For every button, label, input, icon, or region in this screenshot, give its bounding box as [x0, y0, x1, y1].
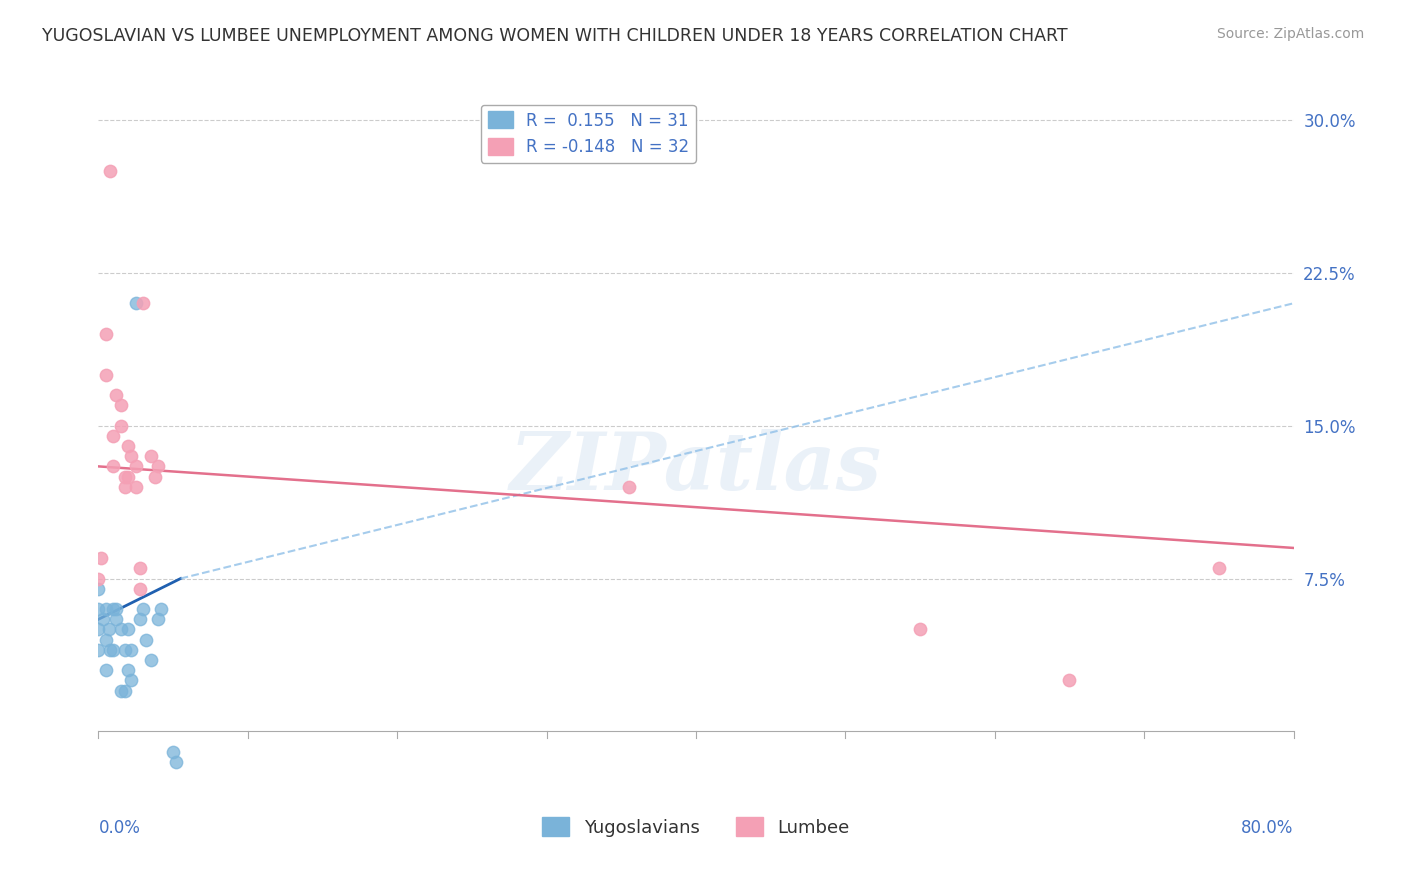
Point [94, 326, 117, 341]
Point [90, 551, 112, 566]
Point [117, 469, 139, 483]
Point [143, 469, 166, 483]
Text: 0.0%: 0.0% [98, 819, 141, 837]
Point [114, 643, 136, 657]
Point [132, 602, 155, 616]
Point [117, 623, 139, 637]
Point [129, 561, 152, 575]
Point [165, 755, 187, 769]
Point [117, 663, 139, 677]
Text: 80.0%: 80.0% [1241, 819, 1294, 837]
Point [94, 602, 117, 616]
Point [117, 439, 139, 453]
Point [135, 632, 157, 647]
Point [103, 602, 125, 616]
Point [87, 602, 110, 616]
Text: YUGOSLAVIAN VS LUMBEE UNEMPLOYMENT AMONG WOMEN WITH CHILDREN UNDER 18 YEARS CORR: YUGOSLAVIAN VS LUMBEE UNEMPLOYMENT AMONG… [42, 27, 1067, 45]
Point [125, 480, 148, 494]
Point [94, 663, 117, 677]
Point [120, 643, 142, 657]
Point [103, 459, 125, 474]
Point [908, 623, 931, 637]
Point [103, 643, 125, 657]
Point [1208, 561, 1230, 575]
Point [162, 745, 184, 759]
Point [148, 459, 170, 474]
Point [125, 296, 148, 310]
Point [110, 418, 132, 433]
Point [94, 368, 117, 382]
Point [97, 623, 120, 637]
Point [87, 572, 110, 586]
Point [87, 643, 110, 657]
Legend: Yugoslavians, Lumbee: Yugoslavians, Lumbee [536, 810, 856, 844]
Point [129, 582, 152, 596]
Point [125, 459, 148, 474]
Point [110, 623, 132, 637]
Point [91, 612, 114, 626]
Text: Source: ZipAtlas.com: Source: ZipAtlas.com [1216, 27, 1364, 41]
Point [94, 632, 117, 647]
Point [617, 480, 640, 494]
Text: ZIPatlas: ZIPatlas [510, 429, 882, 506]
Point [98, 163, 122, 178]
Point [114, 480, 136, 494]
Point [120, 673, 142, 688]
Point [98, 643, 122, 657]
Point [105, 388, 128, 402]
Point [148, 612, 170, 626]
Point [114, 683, 136, 698]
Point [150, 602, 173, 616]
Point [129, 612, 152, 626]
Point [87, 623, 110, 637]
Point [139, 653, 162, 667]
Point [120, 449, 142, 463]
Point [132, 296, 155, 310]
Point [105, 602, 128, 616]
Point [139, 449, 162, 463]
Point [103, 429, 125, 443]
Point [1059, 673, 1081, 688]
Point [110, 398, 132, 412]
Point [114, 469, 136, 483]
Point [87, 582, 110, 596]
Point [110, 683, 132, 698]
Point [105, 612, 128, 626]
